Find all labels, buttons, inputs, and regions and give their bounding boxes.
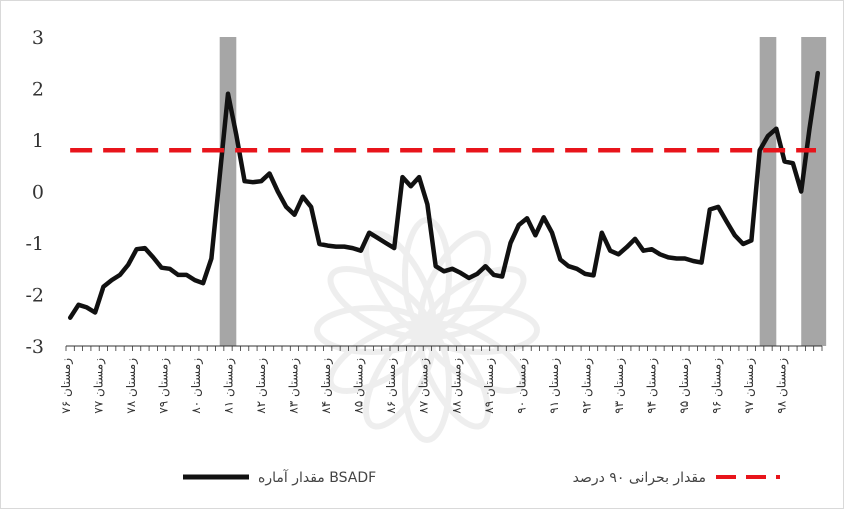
y-tick-label: 3 [32, 27, 44, 49]
x-tick-label: زمستان ۷۸ [124, 358, 139, 414]
x-axis: زمستان ۷۶ زمستان ۷۷ زمستان ۷۸ زمستان ۷۹ زمست… [59, 345, 823, 414]
series-layer [67, 70, 821, 320]
x-tick-label: زمستان ۹۰ [514, 358, 529, 414]
y-tick-label: 2 [32, 79, 44, 101]
shaded-region-3 [801, 37, 827, 346]
x-tick-label: زمستان ۹۱ [547, 358, 562, 414]
watermark-petal [402, 217, 452, 333]
x-tick-label: زمستان ۸۳ [287, 358, 302, 414]
y-tick-label: -3 [25, 336, 44, 358]
legend-label-bsadf: مقدار آماره BSADF [258, 469, 376, 486]
x-tick-label: زمستان ۸۹ [482, 358, 497, 414]
y-axis: 3 2 1 0 -1 -2 -3 [25, 27, 44, 358]
series-bsadf-line [67, 70, 821, 320]
x-tick-label: زمستان ۸۶ [384, 358, 399, 414]
x-tick-label: زمستان ۹۵ [677, 358, 692, 414]
x-tick-label: زمستان ۸۸ [449, 358, 464, 414]
x-tick-label: زمستان ۹۴ [644, 358, 659, 414]
x-tick-label: زمستان ۹۶ [709, 358, 724, 414]
x-tick-label: زمستان ۷۷ [92, 358, 107, 414]
x-tick-label: زمستان ۸۷ [417, 358, 432, 414]
watermark-petal [424, 305, 540, 355]
y-tick-label: -2 [25, 285, 44, 307]
watermark-petal [422, 321, 527, 394]
x-tick-label: زمستان ۹۲ [579, 358, 594, 414]
x-tick-label: زمستان ۷۹ [157, 358, 172, 414]
x-tick-label: زمستان ۹۳ [612, 358, 627, 414]
x-tick-label: زمستان ۷۶ [59, 358, 74, 414]
watermark-petal [327, 266, 432, 339]
watermark-petal [418, 230, 491, 335]
y-tick-label: -1 [25, 233, 44, 255]
y-tick-label: 0 [32, 182, 44, 204]
x-tick-label: زمستان ۸۵ [352, 358, 367, 414]
x-tick-label: زمستان ۹۷ [742, 358, 757, 414]
legend-label-critical: مقدار بحرانی ۹۰ درصد [573, 470, 706, 486]
x-tick-label: زمستان ۸۴ [319, 358, 334, 414]
legend: مقدار بحرانی ۹۰ درصد مقدار آماره BSADF [183, 469, 780, 486]
watermark-petal [327, 321, 432, 394]
watermark-petal [422, 266, 527, 339]
watermark-petal [314, 305, 430, 355]
watermark-petal [363, 325, 436, 430]
watermark-petal [402, 327, 452, 443]
x-tick-label: زمستان ۸۲ [254, 358, 269, 414]
x-tick-label: زمستان ۸۱ [222, 358, 237, 414]
shaded-region-1 [219, 37, 237, 346]
x-tick-label: زمستان ۸۰ [189, 358, 204, 414]
watermark-petal [418, 325, 491, 430]
y-tick-label: 1 [32, 130, 44, 152]
shaded-region-2 [759, 37, 777, 346]
x-tick-label: زمستان ۹۸ [774, 358, 789, 414]
